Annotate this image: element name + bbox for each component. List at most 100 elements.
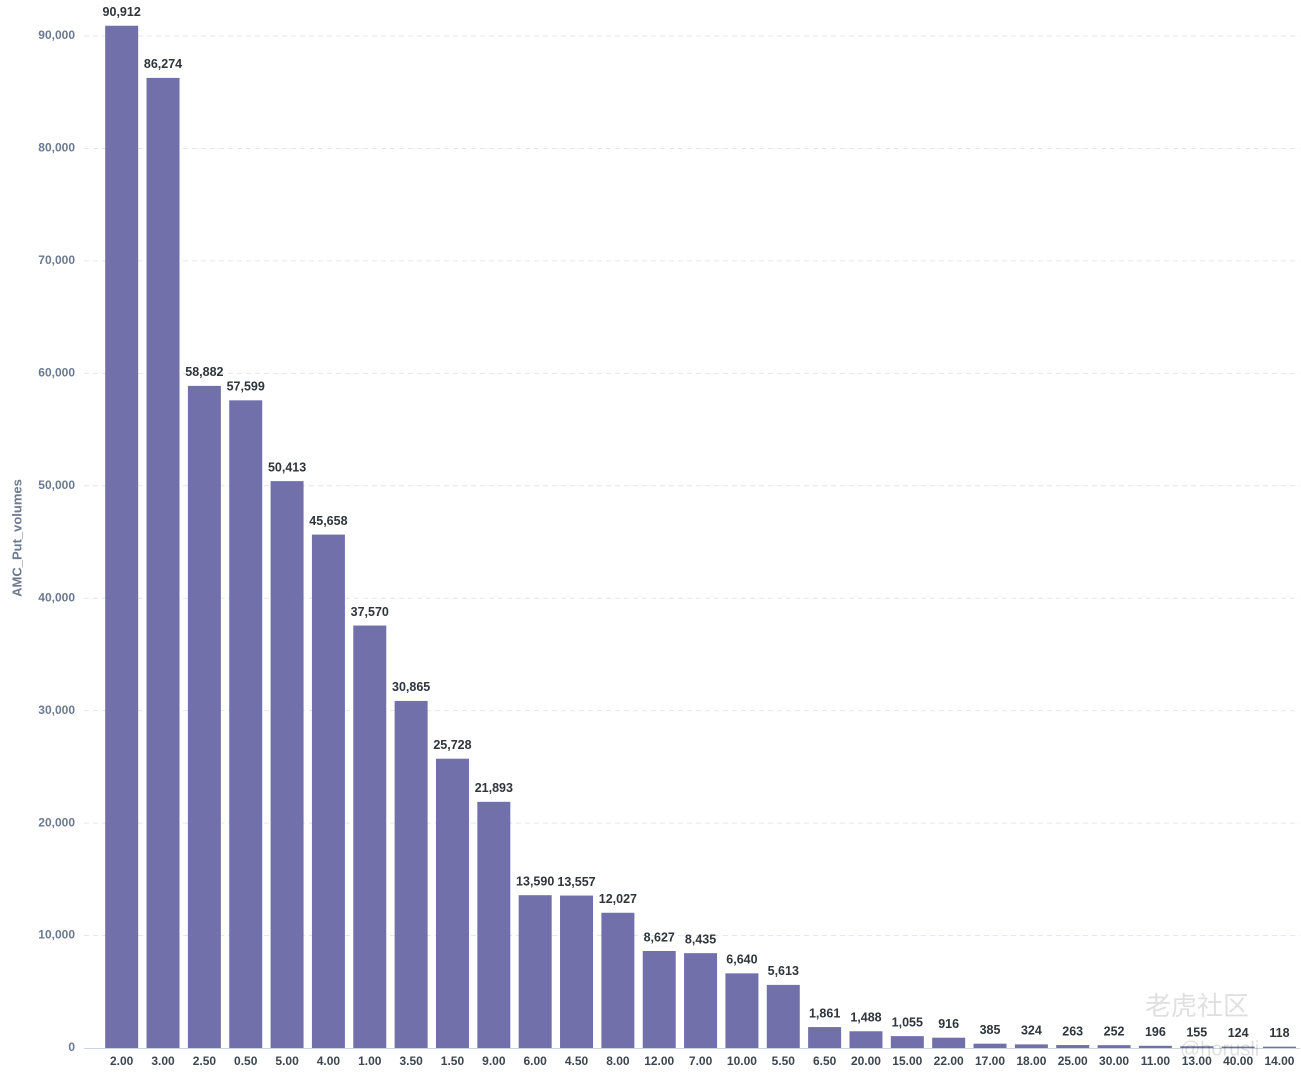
x-tick-label: 1.00 — [358, 1054, 382, 1068]
x-tick-label: 13.00 — [1182, 1054, 1212, 1068]
bar — [435, 758, 469, 1048]
bar — [229, 400, 263, 1048]
x-tick-label: 6.50 — [813, 1054, 837, 1068]
x-tick-label: 18.00 — [1016, 1054, 1046, 1068]
bar — [394, 700, 428, 1048]
y-tick-label: 40,000 — [38, 590, 75, 604]
value-label: 385 — [980, 1023, 1001, 1037]
y-tick-label: 60,000 — [38, 366, 75, 380]
value-label: 916 — [938, 1017, 959, 1031]
value-label: 37,570 — [351, 605, 389, 619]
x-tick-label: 30.00 — [1099, 1054, 1129, 1068]
x-tick-label: 5.00 — [275, 1054, 299, 1068]
value-label: 12,027 — [599, 892, 637, 906]
bar — [1262, 1046, 1296, 1048]
bar — [642, 950, 676, 1048]
y-tick-label: 10,000 — [38, 928, 75, 942]
x-tick-label: 5.50 — [772, 1054, 796, 1068]
value-label: 8,435 — [685, 932, 716, 946]
x-tick-label: 4.00 — [317, 1054, 341, 1068]
x-tick-label: 22.00 — [934, 1054, 964, 1068]
bar — [1138, 1045, 1172, 1048]
y-tick-label: 70,000 — [38, 253, 75, 267]
bar — [601, 912, 635, 1048]
bar — [849, 1031, 883, 1048]
x-tick-label: 8.00 — [606, 1054, 630, 1068]
value-label: 6,640 — [726, 953, 757, 967]
x-tick-label: 25.00 — [1058, 1054, 1088, 1068]
bar — [766, 984, 800, 1048]
y-axis-title: AMC_Put_volumes — [9, 479, 24, 597]
value-label: 13,557 — [557, 875, 595, 889]
x-tick-label: 20.00 — [851, 1054, 881, 1068]
y-tick-label: 80,000 — [38, 141, 75, 155]
value-label: 118 — [1269, 1026, 1289, 1040]
value-label: 1,055 — [892, 1015, 923, 1029]
bar — [932, 1037, 966, 1048]
bar — [146, 77, 180, 1049]
bar — [477, 801, 511, 1048]
value-label: 58,882 — [185, 365, 223, 379]
x-tick-label: 10.00 — [727, 1054, 757, 1068]
y-tick-label: 30,000 — [38, 703, 75, 717]
value-label: 30,865 — [392, 680, 430, 694]
bar — [518, 895, 552, 1048]
bar — [353, 625, 387, 1048]
value-label: 1,488 — [850, 1011, 881, 1025]
value-label: 21,893 — [475, 781, 513, 795]
bar — [560, 895, 594, 1048]
watermark: @horusli — [1180, 1038, 1259, 1060]
x-tick-label: 2.50 — [193, 1054, 217, 1068]
y-tick-label: 90,000 — [38, 28, 75, 42]
value-label: 13,590 — [516, 874, 554, 888]
value-label: 90,912 — [103, 5, 141, 19]
x-tick-label: 1.50 — [441, 1054, 465, 1068]
value-label: 86,274 — [144, 57, 182, 71]
value-label: 45,658 — [309, 514, 347, 528]
value-label: 196 — [1145, 1025, 1166, 1039]
bar — [1014, 1044, 1048, 1048]
bar — [890, 1036, 924, 1048]
y-tick-label: 50,000 — [38, 478, 75, 492]
bar — [725, 973, 759, 1048]
x-tick-label: 14.00 — [1264, 1054, 1294, 1068]
value-label: 155 — [1186, 1026, 1207, 1040]
bar — [808, 1027, 842, 1048]
value-label: 57,599 — [227, 380, 265, 394]
value-label: 5,613 — [768, 964, 799, 978]
value-label: 124 — [1228, 1026, 1249, 1040]
y-tick-label: 0 — [68, 1040, 75, 1054]
x-tick-label: 12.00 — [644, 1054, 674, 1068]
x-tick-label: 4.50 — [565, 1054, 589, 1068]
x-tick-label: 6.00 — [523, 1054, 547, 1068]
watermark: 老虎社区 — [1145, 991, 1249, 1021]
x-tick-label: 3.00 — [151, 1054, 175, 1068]
bar — [684, 953, 718, 1048]
bar — [1180, 1046, 1214, 1048]
y-tick-label: 20,000 — [38, 815, 75, 829]
bar — [187, 385, 221, 1048]
x-tick-label: 0.50 — [234, 1054, 258, 1068]
value-label: 1,861 — [809, 1006, 840, 1020]
x-tick-label: 15.00 — [892, 1054, 922, 1068]
bar — [270, 481, 304, 1049]
bar — [1097, 1045, 1131, 1048]
bar — [311, 534, 345, 1048]
bar — [105, 25, 139, 1049]
value-label: 252 — [1104, 1024, 1125, 1038]
value-label: 8,627 — [644, 930, 675, 944]
x-tick-label: 7.00 — [689, 1054, 713, 1068]
value-label: 263 — [1062, 1024, 1083, 1038]
bar — [973, 1043, 1007, 1048]
x-tick-label: 40.00 — [1223, 1054, 1253, 1068]
x-tick-label: 2.00 — [110, 1054, 134, 1068]
value-label: 25,728 — [433, 738, 471, 752]
x-tick-label: 3.50 — [399, 1054, 423, 1068]
bar — [1221, 1046, 1255, 1048]
value-label: 50,413 — [268, 460, 306, 474]
x-tick-label: 17.00 — [975, 1054, 1005, 1068]
bar — [1056, 1045, 1090, 1048]
value-label: 324 — [1021, 1024, 1042, 1038]
x-tick-label: 11.00 — [1141, 1054, 1171, 1068]
